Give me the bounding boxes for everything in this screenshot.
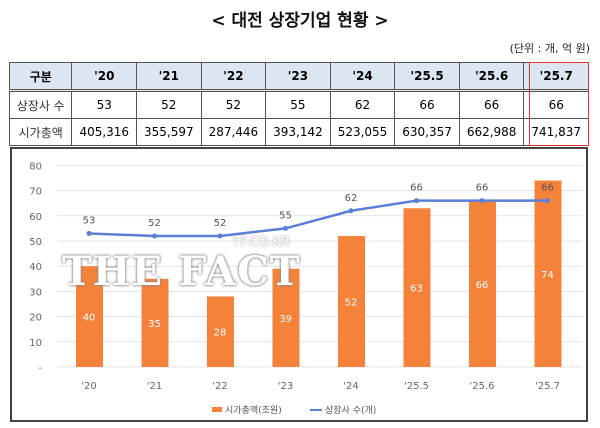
table-cell: 287,446 [200, 118, 267, 146]
x-tick-label: '20 [81, 381, 96, 392]
table-cell: 405,316 [71, 118, 138, 146]
column-header: 구분 [8, 62, 73, 92]
table-cell: 55 [265, 90, 331, 119]
data-table: 구분 '20'21'22'23'24'25.5'25.6'25.7 상장사 수 53… [8, 62, 589, 146]
y-tick-label: 60 [29, 212, 42, 223]
table-cell: 662,988 [458, 118, 525, 146]
bar [469, 200, 496, 367]
bar [272, 268, 300, 367]
line-series [88, 199, 548, 238]
combo-chart: - 10 20 30 40 50 60 70 80 40 '20 35 '21 28 '22 39 '23 52 '… [29, 161, 582, 416]
y-tick-label: 40 [29, 262, 42, 273]
line-point [545, 198, 550, 204]
legend-label-bar: 시가총액(조원) [225, 404, 282, 416]
unit-label: (단위 : 개, 억 원) [509, 42, 590, 55]
bar [338, 235, 365, 367]
table-cell: 66 [458, 90, 525, 119]
bar-data-label: 52 [345, 297, 358, 308]
bar [534, 180, 562, 367]
line-point [283, 225, 288, 231]
bar-data-label: 28 [214, 328, 227, 339]
line-point [479, 198, 485, 204]
bar-data-label: 40 [83, 313, 96, 324]
line-data-label: 53 [83, 215, 96, 226]
y-tick-label: 80 [29, 161, 42, 172]
column-header: '21 [136, 62, 202, 92]
bar-data-label: 35 [148, 319, 161, 330]
column-header: '24 [329, 62, 396, 92]
watermark-url: TF.CO.KR [232, 235, 290, 250]
x-tick-label: '23 [278, 381, 293, 392]
table-cell: 741,837 [523, 118, 589, 146]
table-row: 상장사 수 53 52 52 55 62 66 66 66 [8, 90, 589, 119]
y-tick-label: 30 [29, 287, 42, 298]
bar [141, 278, 169, 367]
table-cell: 52 [200, 90, 267, 119]
column-header: '20 [71, 62, 138, 92]
column-header: '25.6 [458, 62, 525, 92]
table-cell: 630,357 [394, 118, 460, 146]
column-header: '25.7 [523, 62, 589, 92]
watermark-logo: THE FACT [62, 248, 301, 295]
line-point [86, 230, 92, 236]
line-point [217, 233, 223, 239]
bar-data-label: 39 [279, 314, 292, 325]
bar-data-label: 66 [476, 280, 489, 291]
x-tick-label: '24 [343, 381, 358, 392]
x-tick-label: '21 [147, 381, 162, 392]
table-cell: 355,597 [136, 118, 202, 146]
chart-container: - 10 20 30 40 50 60 70 80 40 '20 35 '21 28 '22 39 '23 52 '… [10, 147, 588, 422]
legend-label-line: 상장사 수(개) [325, 405, 376, 416]
y-tick-label: - [38, 363, 42, 374]
line-point [348, 208, 354, 214]
bar-data-label: 74 [541, 270, 554, 281]
line-data-label: 55 [279, 210, 292, 221]
y-tick-label: 70 [29, 187, 42, 198]
line-data-label: 62 [345, 193, 358, 204]
table-cell: 523,055 [329, 118, 396, 146]
column-header: '23 [265, 62, 331, 92]
x-tick-label: '22 [212, 381, 227, 392]
line-data-label: 66 [541, 183, 554, 194]
bar-data-label: 63 [410, 284, 423, 295]
x-tick-label: '25.5 [404, 381, 429, 392]
table-row: 시가총액 405,316 355,597 287,446 393,142 523,055 6… [8, 118, 589, 146]
line-data-label: 52 [214, 218, 227, 229]
y-tick-label: 50 [29, 237, 42, 248]
line-data-label: 66 [410, 183, 423, 194]
table-header-row: 구분 '20'21'22'23'24'25.5'25.6'25.7 [8, 62, 589, 92]
column-header: '25.5 [394, 62, 460, 92]
table-cell: 66 [394, 90, 460, 119]
table-cell: 393,142 [265, 118, 331, 146]
line-data-label: 66 [476, 183, 489, 194]
column-header: '22 [200, 62, 267, 92]
bar [76, 266, 103, 367]
bar [403, 208, 431, 367]
y-tick-label: 20 [29, 313, 42, 324]
line-point [152, 233, 157, 239]
line-point [414, 198, 419, 204]
row-header: 시가총액 [8, 118, 73, 146]
table-cell: 66 [523, 90, 589, 119]
x-tick-label: '25.6 [469, 381, 494, 392]
x-tick-label: '25.7 [535, 381, 560, 392]
legend-swatch-bar [212, 407, 222, 412]
page-title: < 대전 상장기업 현황 > [211, 11, 389, 31]
table-cell: 62 [329, 90, 396, 119]
y-tick-label: 10 [29, 338, 42, 349]
table-cell: 52 [136, 90, 202, 119]
bar [207, 296, 234, 367]
line-data-label: 52 [148, 218, 161, 229]
table-cell: 53 [71, 90, 138, 119]
row-header: 상장사 수 [8, 90, 73, 119]
